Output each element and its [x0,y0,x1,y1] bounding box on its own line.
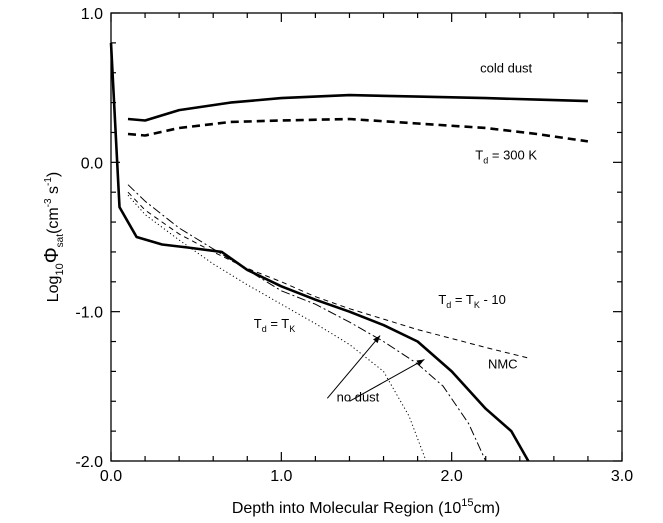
arrow-head [416,359,425,366]
axis-tick-labels: 0.0 1.0 2.0 3.0 -2.0 -1.0 0.0 1.0 [75,6,633,485]
y-tick-label: -1.0 [75,305,103,322]
y-axis-label: Log10Φsat(cm-3 s-1) [41,172,66,303]
annotation-label: Td = TK - 10 [438,292,506,310]
arrow-line [349,359,425,402]
y-tick-label: 1.0 [81,6,103,23]
y-tick-label: 0.0 [81,155,103,172]
annotation-label: Td = 300 K [475,147,537,165]
arrow-line [326,335,381,399]
annotation-group: cold dust Td = 300 K Td = TK - 10 Td = TK NM… [254,61,538,405]
x-tick-label: 1.0 [270,468,292,485]
x-tick-label: 2.0 [441,468,463,485]
annotation-label: cold dust [480,61,532,76]
series-line-5 [127,184,487,462]
plot-frame [110,12,623,462]
series-line-1 [127,93,588,122]
arrow-head [373,335,381,344]
series-line-4 [127,191,529,359]
series-line-2 [127,117,589,143]
x-axis-label: Depth into Molecular Region (1015cm) [232,497,500,517]
y-tick-label: -2.0 [75,454,103,471]
annotation-label: NMC [488,356,518,371]
axis-ticks [110,12,623,462]
x-tick-label: 3.0 [611,468,633,485]
series-line-3 [109,42,530,462]
annotation-label: no dust [337,389,380,404]
annotation-label: Td = TK [254,316,296,334]
series-line-6 [127,194,427,462]
arrow-group [326,335,425,402]
x-tick-label: 0.0 [100,468,122,485]
series-group [109,42,589,462]
